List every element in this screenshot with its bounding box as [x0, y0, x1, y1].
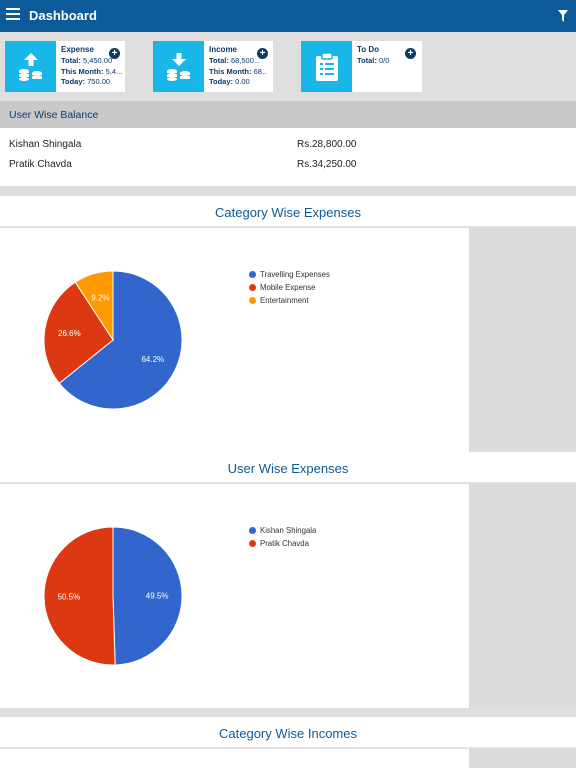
income-total: 68,500... — [230, 55, 261, 65]
user-name: Kishan Shingala — [9, 139, 82, 150]
category-expenses-chart: 64.2% 26.6% 9.2% Travelling Expenses Mobile… — [0, 228, 469, 452]
add-todo-icon[interactable]: + — [405, 48, 416, 59]
add-expense-icon[interactable]: + — [109, 48, 120, 59]
category-expenses-title: Category Wise Expenses — [0, 196, 576, 227]
income-month: 68,... — [253, 66, 267, 76]
pie-slice-label: 64.2% — [141, 355, 164, 364]
user-balance-title: User Wise Balance — [9, 109, 99, 121]
expense-total-label: Total: — [61, 55, 81, 65]
user-balance-amount: Rs.34,250.00 — [297, 159, 357, 170]
todo-card[interactable]: To Do Total: 0/0 + — [301, 41, 422, 92]
income-today-label: Today: — [209, 77, 234, 87]
category-incomes-title: Category Wise Incomes — [0, 717, 576, 748]
chart-side-panel — [469, 228, 576, 452]
pie-slice-kishan-shingala[interactable] — [112, 526, 183, 666]
user-balance-amount: Rs.28,800.00 — [297, 139, 357, 150]
page-title: Dashboard — [29, 8, 97, 23]
legend-label: Pratik Chavda — [260, 539, 309, 548]
expense-today-label: Today: — [61, 77, 86, 87]
legend-label: Entertainment — [260, 296, 309, 305]
pie-slice-label: 26.6% — [58, 329, 81, 338]
user-name: Pratik Chavda — [9, 159, 72, 170]
expense-title: Expense — [61, 45, 94, 54]
user-expenses-title: User Wise Expenses — [0, 452, 576, 483]
hamburger-menu-icon[interactable] — [6, 8, 20, 24]
expense-month: 5,4... — [105, 66, 123, 76]
download-coins-icon — [153, 41, 204, 92]
legend-label: Travelling Expenses — [260, 270, 330, 279]
income-title: Income — [209, 45, 238, 54]
legend-dot-icon — [249, 284, 256, 291]
legend-dot-icon — [249, 271, 256, 278]
category-incomes-chart — [0, 749, 469, 768]
pie-slice-travelling-expenses[interactable] — [58, 270, 183, 410]
pie-slice-label: 50.5% — [58, 593, 81, 602]
legend-dot-icon — [249, 540, 256, 547]
income-card[interactable]: Income Total: 68,500... This Month: 68,.… — [153, 41, 273, 92]
legend-label: Kishan Shingala — [260, 526, 317, 535]
todo-total: 0/0 — [378, 55, 390, 65]
pie-slice-label: 49.5% — [146, 591, 169, 600]
expense-total: 5,450.00 — [82, 55, 113, 65]
todo-title: To Do — [357, 45, 380, 54]
user-expenses-pie: 49.5% 50.5% — [43, 526, 183, 666]
expense-card[interactable]: Expense Total: 5,450.00 This Month: 5,4.… — [5, 41, 125, 92]
legend-label: Mobile Expense — [260, 283, 316, 292]
income-today: 0.00 — [235, 77, 250, 87]
pie-slice-label: 9.2% — [91, 294, 109, 303]
user-balance-list: Kishan Shingala Rs.28,800.00 Pratik Chav… — [0, 128, 576, 186]
filter-icon[interactable] — [558, 10, 568, 22]
legend-dot-icon — [249, 527, 256, 534]
app-header: Dashboard — [0, 0, 576, 32]
legend-dot-icon — [249, 297, 256, 304]
pie-slice-entertainment[interactable] — [74, 270, 114, 342]
income-month-label: This Month: — [209, 66, 252, 76]
upload-coins-icon — [5, 41, 56, 92]
income-total-label: Total: — [209, 55, 229, 65]
expense-today: 750.00 — [87, 77, 111, 87]
category-expenses-pie: 64.2% 26.6% 9.2% — [43, 270, 183, 410]
add-income-icon[interactable]: + — [257, 48, 268, 59]
todo-total-label: Total: — [357, 55, 377, 65]
user-expenses-chart: 49.5% 50.5% Kishan Shingala Pratik Chavda — [0, 484, 469, 708]
pie-slice-mobile-expense[interactable] — [43, 281, 114, 385]
pie-slice-pratik-chavda[interactable] — [43, 526, 116, 666]
expense-month-label: This Month: — [61, 66, 104, 76]
chart-side-panel — [469, 749, 576, 768]
clipboard-icon — [301, 41, 352, 92]
chart-side-panel — [469, 484, 576, 708]
user-balance-header: User Wise Balance — [0, 101, 576, 128]
